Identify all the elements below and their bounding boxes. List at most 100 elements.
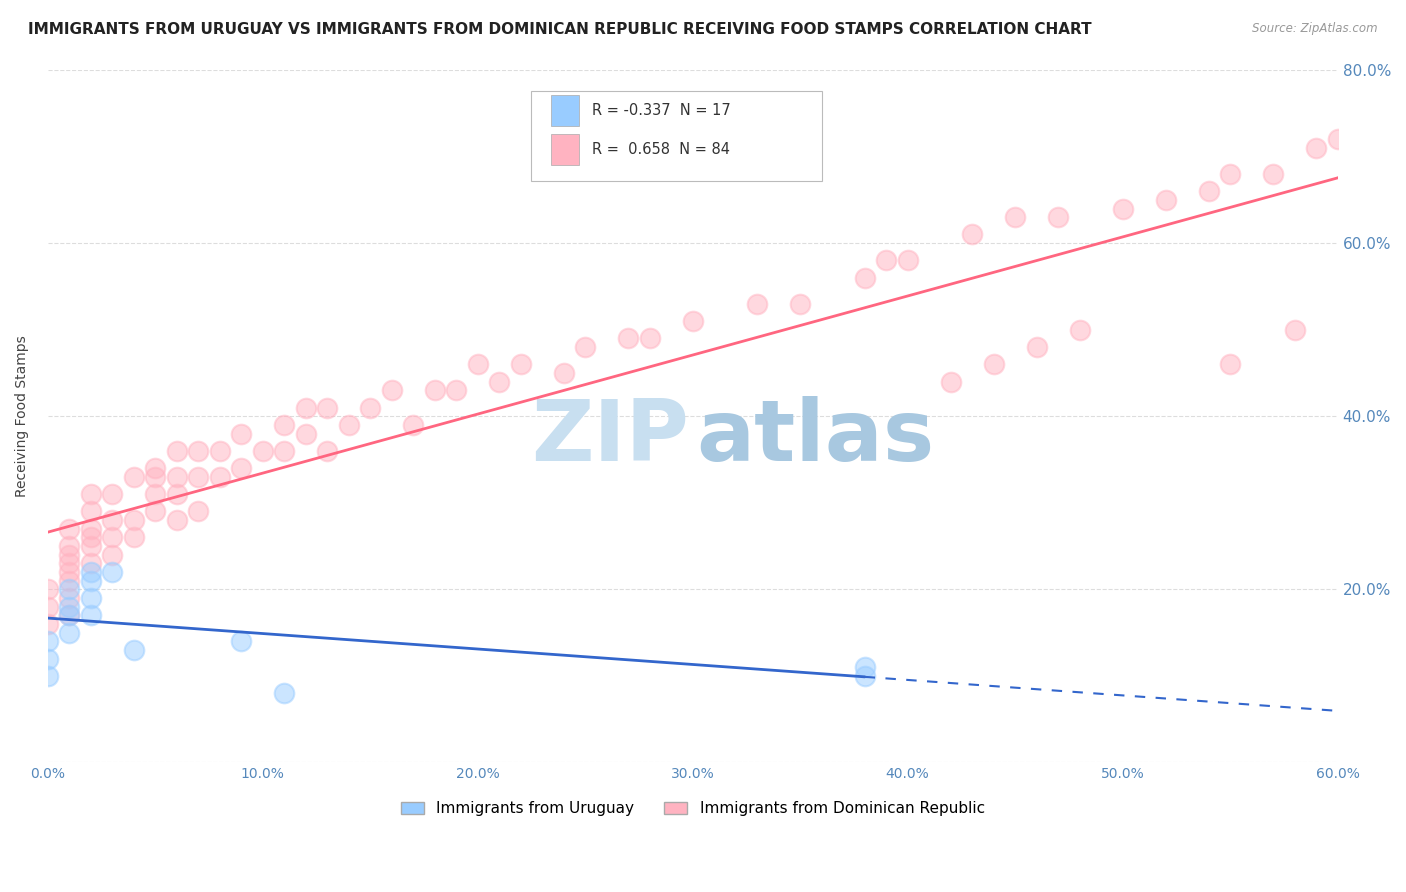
Point [80, 522, 103, 536]
Point [1004, 210, 1026, 224]
Point [1069, 323, 1091, 337]
Point [231, 634, 253, 648]
Point [316, 401, 339, 415]
Point [574, 340, 596, 354]
Point [122, 643, 145, 657]
Point [337, 417, 360, 432]
Point [37, 669, 59, 683]
Point [553, 366, 575, 380]
Point [853, 270, 876, 285]
Point [166, 470, 188, 484]
Point [359, 401, 381, 415]
Point [960, 227, 983, 242]
Point [294, 426, 316, 441]
Point [58, 574, 80, 588]
Y-axis label: Receiving Food Stamps: Receiving Food Stamps [15, 335, 30, 497]
Point [983, 357, 1005, 371]
Point [58, 548, 80, 562]
Point [939, 375, 962, 389]
FancyBboxPatch shape [531, 91, 821, 181]
Point [101, 548, 124, 562]
Point [1263, 167, 1285, 181]
Point [37, 617, 59, 632]
Point [80, 530, 103, 544]
Point [273, 686, 295, 700]
Point [1284, 323, 1306, 337]
Point [273, 443, 295, 458]
Point [682, 314, 704, 328]
Point [122, 530, 145, 544]
Point [444, 384, 467, 398]
FancyBboxPatch shape [551, 134, 579, 165]
Point [80, 565, 103, 579]
Point [58, 625, 80, 640]
Text: Source: ZipAtlas.com: Source: ZipAtlas.com [1253, 22, 1378, 36]
FancyBboxPatch shape [551, 95, 579, 126]
Point [122, 513, 145, 527]
Point [80, 504, 103, 518]
Point [897, 253, 920, 268]
Point [187, 443, 209, 458]
Point [1111, 202, 1133, 216]
Point [402, 417, 425, 432]
Point [187, 470, 209, 484]
Point [273, 417, 295, 432]
Point [80, 487, 103, 501]
Point [166, 487, 188, 501]
Point [488, 375, 510, 389]
Point [101, 487, 124, 501]
Point [58, 608, 80, 623]
Point [208, 470, 231, 484]
Point [231, 461, 253, 475]
Point [747, 297, 769, 311]
Point [509, 357, 531, 371]
Point [381, 384, 404, 398]
Point [875, 253, 897, 268]
Point [423, 384, 446, 398]
Point [1369, 158, 1392, 172]
Point [143, 470, 166, 484]
Point [1219, 167, 1241, 181]
Point [58, 582, 80, 597]
Point [80, 539, 103, 553]
Point [58, 557, 80, 571]
Point [101, 530, 124, 544]
Point [58, 599, 80, 614]
Point [80, 591, 103, 605]
Point [143, 487, 166, 501]
Point [58, 522, 80, 536]
Point [37, 582, 59, 597]
Point [252, 443, 274, 458]
Point [316, 443, 339, 458]
Point [1154, 193, 1177, 207]
Point [58, 591, 80, 605]
Text: R =  0.658  N = 84: R = 0.658 N = 84 [592, 142, 730, 157]
Point [231, 426, 253, 441]
Point [143, 504, 166, 518]
Text: atlas: atlas [696, 395, 935, 478]
Text: ZIP: ZIP [531, 395, 689, 478]
Point [1305, 141, 1327, 155]
Point [617, 331, 640, 345]
Point [101, 565, 124, 579]
Point [122, 470, 145, 484]
Point [80, 574, 103, 588]
Point [1219, 357, 1241, 371]
Point [143, 461, 166, 475]
Point [37, 634, 59, 648]
Point [853, 669, 876, 683]
Point [294, 401, 316, 415]
Point [37, 651, 59, 665]
Point [467, 357, 489, 371]
Point [187, 504, 209, 518]
Point [101, 513, 124, 527]
Point [58, 608, 80, 623]
Point [80, 557, 103, 571]
Point [58, 539, 80, 553]
Point [208, 443, 231, 458]
Point [1025, 340, 1047, 354]
Text: R = -0.337  N = 17: R = -0.337 N = 17 [592, 103, 731, 118]
Point [37, 599, 59, 614]
Point [853, 660, 876, 674]
Legend: Immigrants from Uruguay, Immigrants from Dominican Republic: Immigrants from Uruguay, Immigrants from… [394, 794, 993, 824]
